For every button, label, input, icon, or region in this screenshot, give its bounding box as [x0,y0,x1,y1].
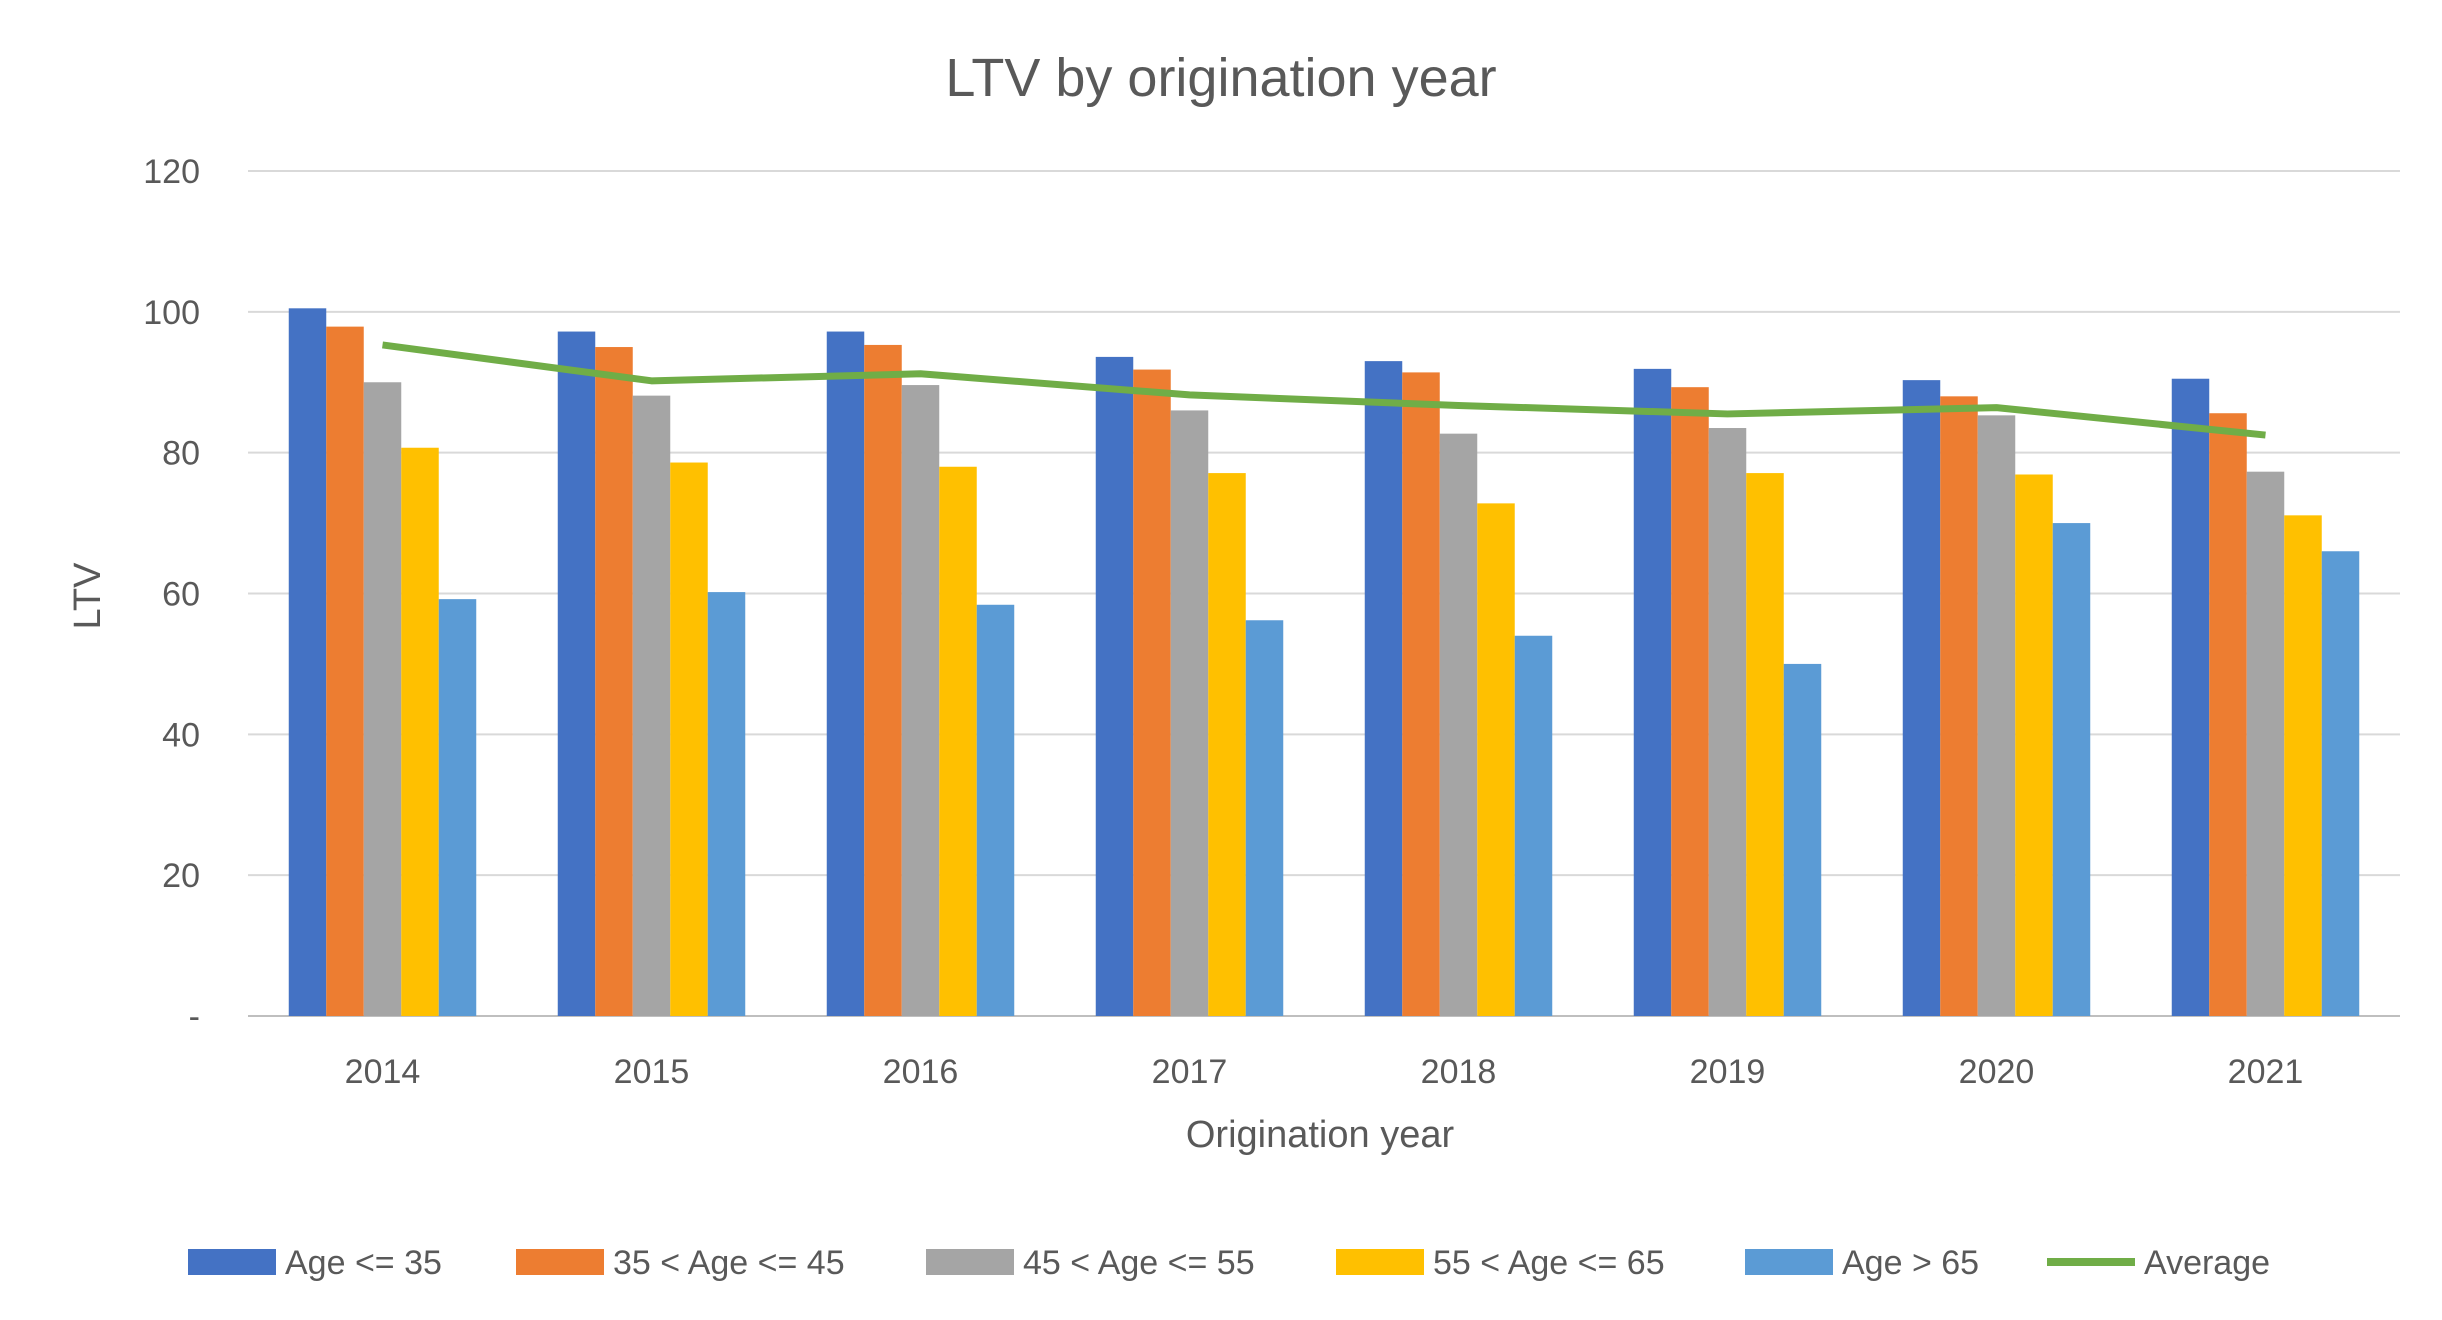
y-axis-label: LTV [67,562,109,630]
bar-2021-series-3 [2284,515,2322,1016]
series-3 [401,447,2322,1016]
x-tick-label: 2016 [883,1053,959,1091]
bar-2018-series-4 [1514,635,1553,1016]
legend-item-series-0: Age <= 35 [188,1244,442,1282]
bar-2020-series-2 [1977,415,2016,1016]
bar-2016-series-3 [939,466,977,1016]
x-tick-label: 2021 [2228,1053,2304,1091]
bar-2020-series-1 [1940,396,1978,1016]
y-tick-label: - [189,998,200,1036]
bar-2016-series-1 [864,344,902,1016]
x-tick-label: 2014 [345,1053,421,1091]
bar-2017-series-3 [1208,473,1246,1016]
legend-item-series-1: 35 < Age <= 45 [516,1244,845,1282]
chart-title: LTV by origination year [945,48,1496,108]
legend-swatch [516,1249,604,1275]
bar-2015-series-4 [707,592,746,1016]
x-tick-label: 2020 [1959,1053,2035,1091]
y-tick-label: 40 [162,716,200,754]
legend-label: 35 < Age <= 45 [613,1244,845,1282]
bar-2015-series-3 [670,462,708,1016]
y-tick-label: 60 [162,576,200,614]
bar-2020-series-0 [1902,380,1941,1016]
y-axis-ticks: - 20 40 60 80 100 120 [143,153,200,1036]
bar-2018-series-1 [1402,372,1440,1016]
x-axis-ticks: 2014 2015 2016 2017 2018 2019 2020 2021 [345,1053,2304,1091]
bars [288,308,2360,1017]
bar-2021-series-1 [2209,413,2247,1016]
legend-label: Age > 65 [1842,1244,1979,1282]
y-tick-label: 20 [162,857,200,895]
series-4 [438,523,2360,1016]
bar-2016-series-4 [976,604,1015,1016]
bar-2014-series-0 [288,308,327,1016]
legend-swatch [926,1249,1014,1275]
series-0 [288,308,2210,1017]
bar-2014-series-1 [326,326,364,1016]
bar-2017-series-0 [1095,356,1134,1016]
y-tick-label: 100 [143,294,200,332]
legend-label: Age <= 35 [285,1244,442,1282]
bar-2016-series-0 [826,331,865,1016]
bar-2017-series-1 [1133,369,1171,1016]
legend-label: Average [2144,1244,2270,1282]
bar-2014-series-3 [401,447,439,1016]
legend-swatch [1336,1249,1424,1275]
x-axis-label: Origination year [1186,1114,1455,1156]
bar-2020-series-4 [2052,523,2091,1016]
x-tick-label: 2019 [1690,1053,1766,1091]
legend-swatch [1745,1249,1833,1275]
bar-2019-series-4 [1783,663,1822,1016]
y-tick-label: 120 [143,153,200,191]
legend-item-series-4: Age > 65 [1745,1244,1979,1282]
average-line [382,341,2266,439]
bar-2021-series-0 [2171,378,2210,1017]
bar-2014-series-2 [363,382,402,1016]
x-tick-label: 2017 [1152,1053,1228,1091]
legend-item-series-2: 45 < Age <= 55 [926,1244,1255,1282]
bar-2018-series-2 [1439,433,1478,1016]
bar-2019-series-2 [1708,428,1747,1016]
legend-item-average: Average [2047,1244,2270,1282]
bar-2017-series-2 [1170,410,1209,1017]
y-tick-label: 80 [162,435,200,473]
bar-2021-series-2 [2246,471,2285,1016]
legend-label: 45 < Age <= 55 [1023,1244,1255,1282]
bar-2019-series-0 [1633,368,1672,1016]
bar-2021-series-4 [2321,551,2360,1016]
x-tick-label: 2015 [614,1053,690,1091]
average-line-group [382,341,2266,439]
legend-item-series-3: 55 < Age <= 65 [1336,1244,1665,1282]
series-2 [363,382,2285,1017]
bar-2015-series-1 [595,347,633,1017]
legend-swatch [188,1249,276,1275]
bar-2015-series-2 [632,395,671,1017]
bar-2015-series-0 [557,331,596,1016]
bar-2020-series-3 [2015,474,2053,1016]
bar-2017-series-4 [1245,620,1284,1016]
bar-2016-series-2 [901,385,940,1017]
bar-2018-series-0 [1364,361,1403,1016]
bar-2014-series-4 [438,599,477,1016]
x-tick-label: 2018 [1421,1053,1497,1091]
bar-2019-series-3 [1746,473,1784,1016]
bar-2019-series-1 [1671,387,1709,1016]
legend: Age <= 35 35 < Age <= 45 45 < Age <= 55 55 … [188,1244,2270,1282]
series-1 [326,326,2247,1017]
bar-2018-series-3 [1477,503,1515,1016]
legend-label: 55 < Age <= 65 [1433,1244,1665,1282]
